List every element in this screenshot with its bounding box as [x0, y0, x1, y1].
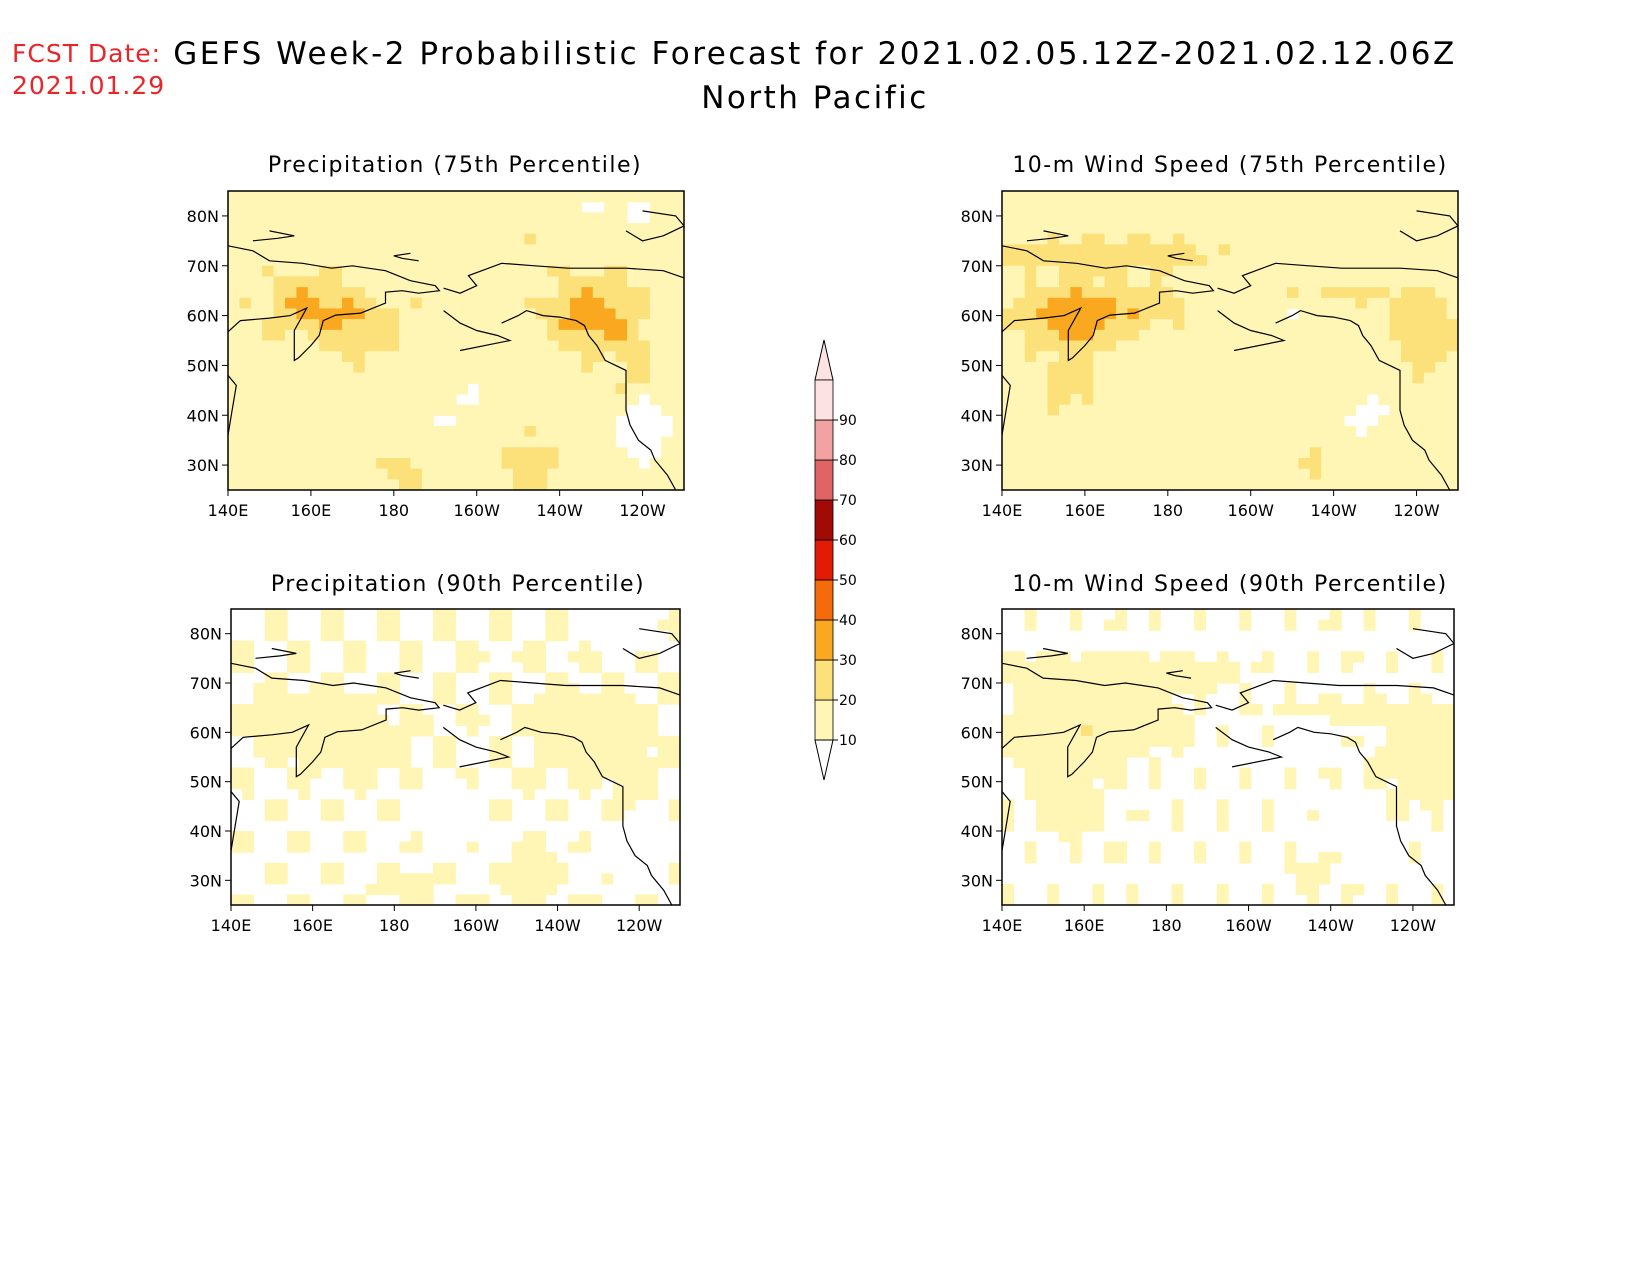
lat-label: 80N [961, 207, 993, 226]
lat-label: 50N [190, 773, 222, 792]
lon-label: 160E [1065, 501, 1106, 520]
colorbar-label: 10 [839, 733, 857, 749]
lon-label: 160E [292, 916, 333, 935]
lat-label: 70N [190, 674, 222, 693]
shaded-field-precip75 [228, 191, 684, 490]
colorbar-label: 80 [839, 453, 857, 469]
forecast-date-caption: FCST Date: [12, 39, 162, 68]
lat-label: 80N [190, 625, 222, 644]
lon-label: 120W [1393, 501, 1440, 520]
lat-label: 60N [187, 307, 219, 326]
colorbar-label: 30 [839, 653, 857, 669]
panel-title-precip75: Precipitation (75th Percentile) [267, 153, 643, 178]
lat-label: 70N [961, 257, 993, 276]
lon-label: 160W [453, 916, 500, 935]
lat-label: 30N [961, 456, 993, 475]
lat-label: 60N [190, 723, 222, 742]
lat-label: 40N [961, 406, 993, 425]
lon-label: 160W [1225, 916, 1272, 935]
coastline-precip90 [231, 628, 680, 905]
coastline-wind75 [1002, 210, 1458, 490]
colorbar-label: 60 [839, 533, 857, 549]
region-title: North Pacific [701, 80, 929, 116]
lon-label: 120W [616, 916, 663, 935]
lon-label: 120W [619, 501, 666, 520]
map-panel-wind90: 80N 70N 60N 50N 40N 30N 140E 160E 180 160W 140W 120… [961, 608, 1455, 935]
lon-label: 140W [536, 501, 583, 520]
forecast-date-label: FCST Date: 2021.01.29 [12, 38, 165, 102]
lon-label: 140W [534, 916, 581, 935]
shaded-field-precip90 [231, 609, 680, 905]
map-panel-precip75: 80N 70N 60N 50N 40N 30N 140E 160E 180 160W 140W 120… [187, 190, 685, 520]
map-panel-precip90: 80N 70N 60N 50N 40N 30N 140E 160E 180 160W 140W 120… [190, 608, 681, 935]
lat-label: 80N [961, 625, 993, 644]
lon-label: 140W [1310, 501, 1357, 520]
lon-label: 120W [1390, 916, 1437, 935]
lat-label: 50N [961, 356, 993, 375]
lat-label: 50N [961, 773, 993, 792]
colorbar: 10 20 30 40 50 60 70 80 90 [814, 339, 857, 781]
lat-label: 30N [961, 871, 993, 890]
lat-label: 30N [190, 871, 222, 890]
colorbar-label: 70 [839, 493, 857, 509]
lat-label: 80N [187, 207, 219, 226]
colorbar-label: 20 [839, 693, 857, 709]
map-frame-wind90 [1001, 608, 1455, 906]
colorbar-label: 90 [839, 413, 857, 429]
map-frame-precip90 [230, 608, 681, 906]
lon-label: 160W [1228, 501, 1275, 520]
lon-label: 140E [982, 916, 1023, 935]
lat-label: 40N [190, 822, 222, 841]
colorbar-label: 50 [839, 573, 857, 589]
colorbar-bottom-extension [814, 739, 834, 781]
lon-label: 160E [291, 501, 332, 520]
map-panel-wind75: 80N 70N 60N 50N 40N 30N 140E 160E 180 160W 140W 120… [961, 190, 1459, 520]
colorbar-segment [814, 699, 834, 741]
lat-label: 60N [961, 723, 993, 742]
map-frame-wind75 [1001, 190, 1459, 491]
colorbar-segment [814, 419, 834, 461]
coastline-precip75 [228, 210, 684, 490]
map-frame-precip75 [227, 190, 685, 491]
lon-label: 160E [1064, 916, 1105, 935]
colorbar-segment [814, 659, 834, 701]
forecast-date-value: 2021.01.29 [12, 71, 166, 100]
colorbar-segment [814, 499, 834, 541]
lat-label: 30N [187, 456, 219, 475]
lat-label: 40N [961, 822, 993, 841]
lat-label: 40N [187, 406, 219, 425]
lon-label: 140W [1308, 916, 1355, 935]
lon-label: 180 [1151, 916, 1182, 935]
colorbar-segment [814, 619, 834, 661]
lon-label: 180 [379, 916, 410, 935]
panel-title-precip90: Precipitation (90th Percentile) [270, 572, 646, 597]
colorbar-segment [814, 539, 834, 581]
panel-title-wind75: 10-m Wind Speed (75th Percentile) [1012, 153, 1448, 178]
colorbar-label: 40 [839, 613, 857, 629]
colorbar-segment [814, 459, 834, 501]
lat-label: 70N [187, 257, 219, 276]
lon-label: 140E [208, 501, 249, 520]
shaded-field-wind75 [1002, 191, 1458, 490]
lat-label: 50N [187, 356, 219, 375]
lon-label: 140E [211, 916, 252, 935]
colorbar-segment [814, 579, 834, 621]
page-title: GEFS Week-2 Probabilistic Forecast for 2… [150, 32, 1480, 120]
lat-label: 70N [961, 674, 993, 693]
shaded-field-wind90 [1002, 609, 1454, 905]
main-title: GEFS Week-2 Probabilistic Forecast for 2… [173, 36, 1457, 72]
lon-label: 140E [982, 501, 1023, 520]
colorbar-segment [814, 379, 834, 421]
lon-label: 160W [454, 501, 501, 520]
lon-label: 180 [379, 501, 410, 520]
panel-title-wind90: 10-m Wind Speed (90th Percentile) [1012, 572, 1448, 597]
lat-label: 60N [961, 307, 993, 326]
coastline-wind90 [1002, 628, 1454, 905]
colorbar-top-extension [814, 339, 834, 381]
lon-label: 180 [1153, 501, 1184, 520]
